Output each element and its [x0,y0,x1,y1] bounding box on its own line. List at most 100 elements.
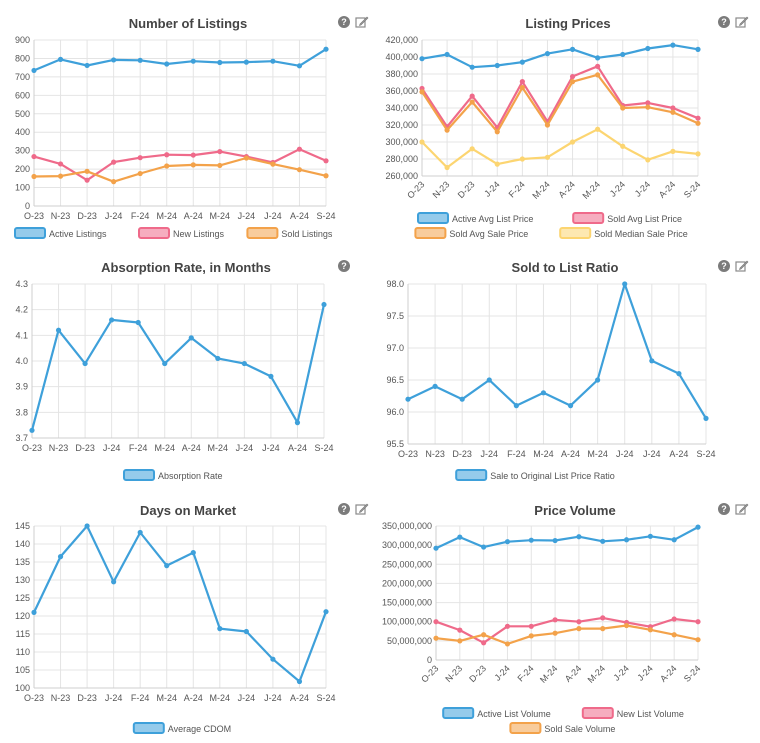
data-point[interactable] [649,358,655,364]
data-point[interactable] [270,58,276,64]
data-point[interactable] [486,377,492,383]
data-point[interactable] [481,544,487,550]
legend-item[interactable]: Active List Volume [442,707,551,719]
data-point[interactable] [137,170,143,177]
data-point[interactable] [620,105,626,111]
data-point[interactable] [432,383,438,389]
data-point[interactable] [433,635,439,641]
data-point[interactable] [419,89,425,95]
data-point[interactable] [595,63,601,69]
data-point[interactable] [321,301,327,308]
data-point[interactable] [459,396,465,402]
data-point[interactable] [647,533,653,539]
data-point[interactable] [569,79,576,85]
data-point[interactable] [469,99,475,105]
data-point[interactable] [671,632,677,638]
data-point[interactable] [567,403,574,409]
legend-item[interactable]: Average CDOM [132,722,231,734]
data-point[interactable] [494,161,500,167]
data-point[interactable] [645,104,651,110]
data-point[interactable] [243,628,249,635]
data-point[interactable] [481,640,487,646]
data-point[interactable] [55,327,62,333]
data-point[interactable] [109,317,115,323]
data-point[interactable] [241,360,247,367]
edit-icon[interactable] [735,15,749,29]
data-point[interactable] [268,373,274,379]
data-point[interactable] [433,545,439,551]
data-point[interactable] [519,85,525,91]
data-point[interactable] [595,377,601,383]
data-point[interactable] [164,563,170,569]
data-point[interactable] [569,139,576,145]
edit-icon[interactable] [355,502,369,516]
data-point[interactable] [695,619,701,625]
help-icon[interactable]: ? [338,260,350,272]
data-point[interactable] [457,627,463,633]
data-point[interactable] [494,129,500,135]
data-point[interactable] [419,139,425,145]
data-point[interactable] [576,534,582,540]
data-point[interactable] [670,109,676,115]
data-point[interactable] [645,157,651,163]
data-point[interactable] [671,537,677,543]
help-icon[interactable]: ? [718,260,730,272]
data-point[interactable] [671,616,677,622]
data-point[interactable] [190,550,196,556]
data-point[interactable] [31,67,37,74]
data-point[interactable] [670,148,676,154]
data-point[interactable] [323,158,329,164]
data-point[interactable] [622,281,628,287]
data-point[interactable] [528,633,534,639]
data-point[interactable] [670,42,676,48]
data-point[interactable] [82,360,88,367]
data-point[interactable] [405,396,411,402]
data-point[interactable] [519,79,525,85]
legend-item[interactable]: Sold Avg Sale Price [414,227,528,239]
data-point[interactable] [600,626,606,632]
data-point[interactable] [444,127,450,133]
data-point[interactable] [243,59,249,65]
data-point[interactable] [457,638,463,644]
data-point[interactable] [623,622,630,629]
data-point[interactable] [296,678,303,685]
help-icon[interactable]: ? [718,16,730,28]
data-point[interactable] [57,173,64,179]
data-point[interactable] [31,153,37,160]
edit-icon[interactable] [735,502,749,516]
data-point[interactable] [137,155,143,161]
data-point[interactable] [519,59,525,65]
data-point[interactable] [576,626,582,632]
data-point[interactable] [504,539,511,545]
data-point[interactable] [419,56,425,62]
legend-item[interactable]: Sold Listings [246,227,333,239]
data-point[interactable] [323,46,329,52]
legend-item[interactable]: New Listings [138,227,225,239]
data-point[interactable] [703,415,709,421]
data-point[interactable] [323,609,329,615]
data-point[interactable] [695,120,701,126]
data-point[interactable] [137,529,143,536]
data-point[interactable] [135,319,141,326]
data-point[interactable] [84,62,90,69]
data-point[interactable] [31,173,37,180]
data-point[interactable] [190,58,196,64]
legend-item[interactable]: Absorption Rate [123,469,223,481]
data-point[interactable] [552,617,558,623]
data-point[interactable] [645,45,651,52]
data-point[interactable] [469,93,475,99]
data-point[interactable] [504,641,511,647]
data-point[interactable] [695,115,701,121]
legend-item[interactable]: Active Listings [14,227,107,239]
data-point[interactable] [57,161,64,167]
help-icon[interactable]: ? [718,503,730,515]
data-point[interactable] [29,427,35,433]
data-point[interactable] [164,61,170,67]
data-point[interactable] [552,630,558,636]
data-point[interactable] [552,537,558,544]
data-point[interactable] [494,62,500,69]
legend-item[interactable]: Sold Avg List Price [572,212,682,224]
data-point[interactable] [323,173,329,179]
data-point[interactable] [84,168,90,174]
data-point[interactable] [111,57,117,63]
